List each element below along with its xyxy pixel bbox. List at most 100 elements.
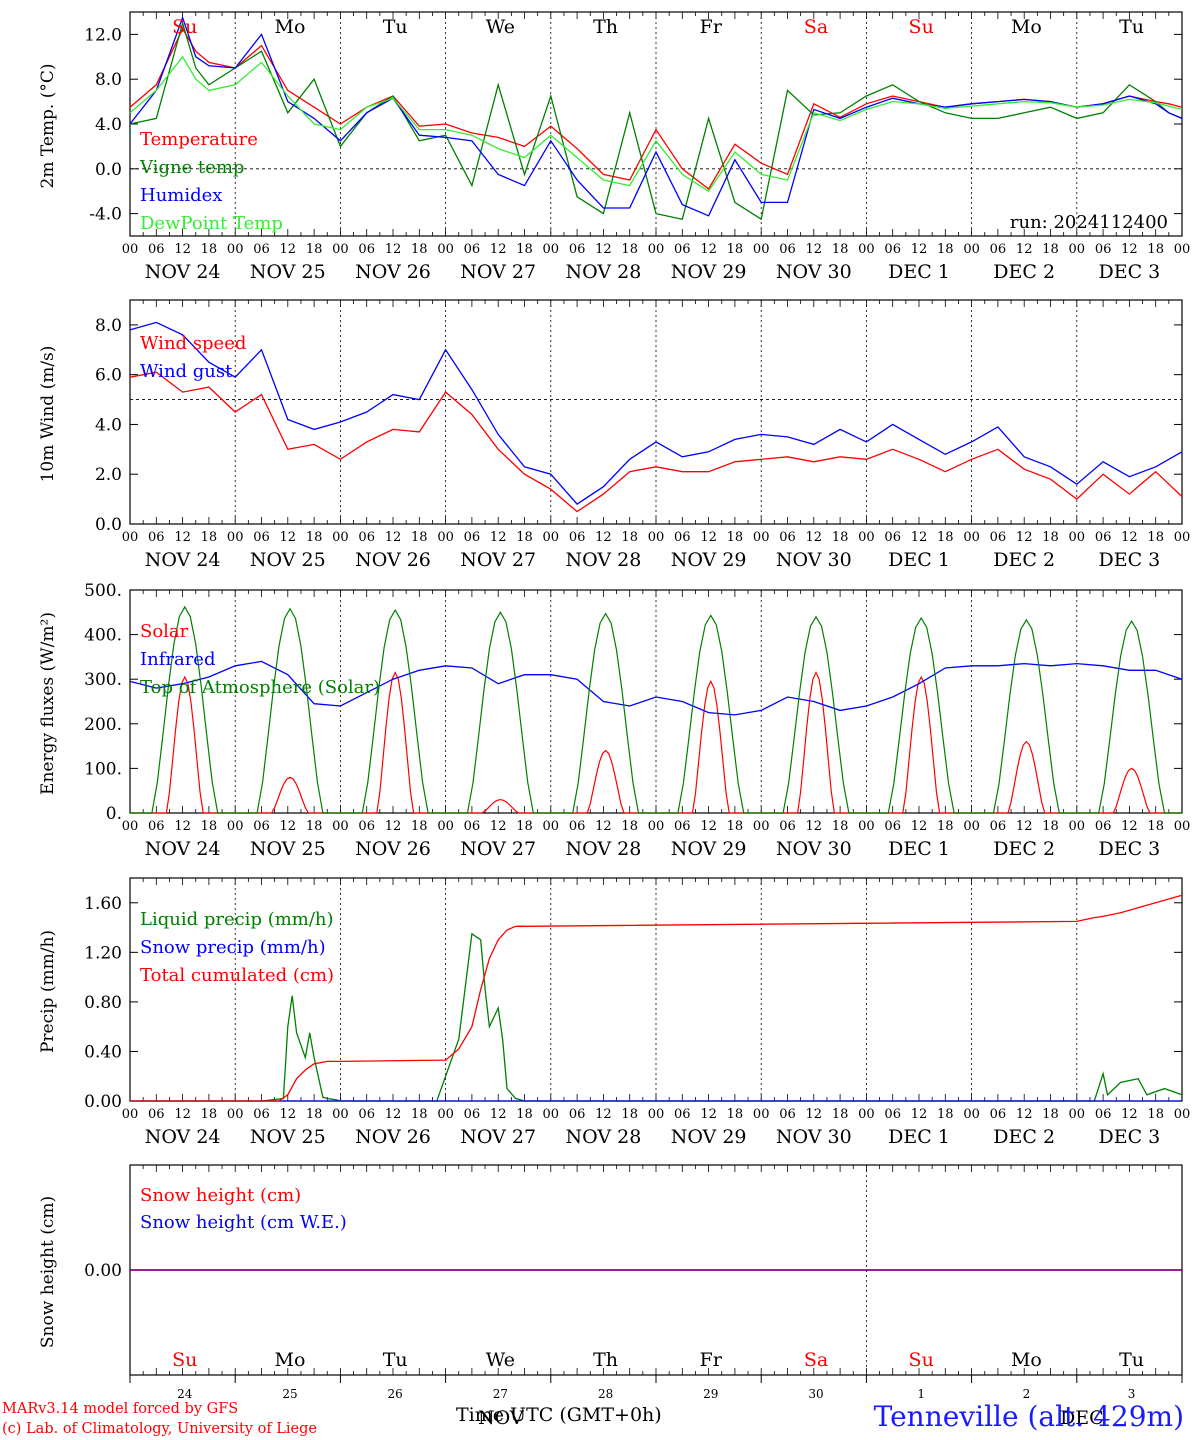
hour-label-0-78: 06 xyxy=(464,242,481,257)
hour-label-1-48: 00 xyxy=(332,530,349,545)
hour-label-3-138: 18 xyxy=(727,1107,744,1122)
legend-entry-2-1: Infrared xyxy=(140,649,215,670)
series-line-1-wind-gust xyxy=(129,321,1183,505)
hour-label-2-156: 12 xyxy=(806,819,823,834)
hour-label-0-150: 06 xyxy=(779,242,796,257)
y-tick-label-1-1: 2.0 xyxy=(95,465,122,485)
series-line-3-liquid-precip-mm-h- xyxy=(130,932,1183,1102)
hour-label-0-126: 06 xyxy=(674,242,691,257)
day-name-bottom-3: We xyxy=(486,1349,515,1371)
hour-label-3-234: 18 xyxy=(1147,1107,1164,1122)
overlap-month-dec: DEC xyxy=(1060,1407,1104,1429)
hour-label-1-198: 06 xyxy=(990,530,1007,545)
hour-label-1-12: 12 xyxy=(174,530,191,545)
hour-label-3-126: 06 xyxy=(674,1107,691,1122)
hour-label-1-186: 18 xyxy=(937,530,954,545)
hour-label-1-0: 00 xyxy=(122,530,139,545)
y-tick-label-3-4: 1.60 xyxy=(84,894,122,914)
date-label-0-1: NOV 25 xyxy=(250,261,326,283)
y-tick-label-3-0: 0.00 xyxy=(84,1092,122,1112)
hour-label-0-102: 06 xyxy=(569,242,586,257)
hour-label-0-216: 00 xyxy=(1069,242,1086,257)
date-label-1-2: NOV 26 xyxy=(355,549,431,571)
y-tick-label-3-1: 0.40 xyxy=(84,1042,122,1062)
date-label-2-8: DEC 2 xyxy=(993,838,1055,860)
hour-label-0-42: 18 xyxy=(306,242,323,257)
hour-label-1-222: 06 xyxy=(1095,530,1112,545)
hour-label-0-96: 00 xyxy=(543,242,560,257)
date-label-1-5: NOV 29 xyxy=(671,549,747,571)
hour-label-2-90: 18 xyxy=(516,819,533,834)
hour-label-2-30: 06 xyxy=(253,819,270,834)
day-number-7: 1 xyxy=(917,1387,925,1401)
hour-label-2-54: 06 xyxy=(358,819,375,834)
day-name-bottom-9: Tu xyxy=(1119,1349,1144,1371)
hour-label-1-180: 12 xyxy=(911,530,928,545)
y-axis-label-2: Energy fluxes (W/m²) xyxy=(38,612,58,795)
series-line-2-infrared xyxy=(129,660,1183,716)
date-label-1-1: NOV 25 xyxy=(250,549,326,571)
day-name-top-8: Mo xyxy=(1011,16,1042,38)
hour-label-1-192: 00 xyxy=(963,530,980,545)
hour-label-0-192: 00 xyxy=(963,242,980,257)
day-name-top-9: Tu xyxy=(1119,16,1144,38)
hour-label-2-240: 00 xyxy=(1174,819,1191,834)
legend-entry-0-0: Temperature xyxy=(140,129,258,150)
day-name-top-7: Su xyxy=(909,16,934,38)
hour-label-0-90: 18 xyxy=(516,242,533,257)
hour-label-0-240: 00 xyxy=(1174,242,1191,257)
y-tick-label-2-4: 400. xyxy=(84,626,122,646)
hour-label-3-156: 12 xyxy=(806,1107,823,1122)
hour-label-0-18: 18 xyxy=(201,242,218,257)
hour-label-3-12: 12 xyxy=(174,1107,191,1122)
hour-label-2-150: 06 xyxy=(779,819,796,834)
y-tick-label-2-5: 500. xyxy=(84,581,122,601)
legend-entry-0-3: DewPoint Temp xyxy=(140,213,283,234)
hour-label-2-96: 00 xyxy=(543,819,560,834)
hour-label-0-114: 18 xyxy=(621,242,638,257)
hour-label-1-18: 18 xyxy=(201,530,218,545)
hour-label-0-186: 18 xyxy=(937,242,954,257)
day-number-8: 2 xyxy=(1023,1387,1031,1401)
hour-label-3-186: 18 xyxy=(937,1107,954,1122)
hour-label-2-84: 12 xyxy=(490,819,507,834)
hour-label-0-138: 18 xyxy=(727,242,744,257)
hour-label-3-6: 06 xyxy=(148,1107,165,1122)
hour-label-1-66: 18 xyxy=(411,530,428,545)
y-tick-label-0-3: 8.0 xyxy=(95,70,122,90)
hour-label-2-186: 18 xyxy=(937,819,954,834)
hour-label-2-6: 06 xyxy=(148,819,165,834)
day-number-3: 27 xyxy=(493,1387,508,1401)
date-label-1-4: NOV 28 xyxy=(565,549,641,571)
hour-label-2-216: 00 xyxy=(1069,819,1086,834)
hour-label-2-192: 00 xyxy=(963,819,980,834)
day-number-9: 3 xyxy=(1128,1387,1136,1401)
day-number-2: 26 xyxy=(388,1387,403,1401)
time-axis-label: Time UTC (GMT+0h) xyxy=(456,1404,662,1426)
date-label-0-2: NOV 26 xyxy=(355,261,431,283)
legend-entry-0-2: Humidex xyxy=(140,185,222,206)
hour-label-3-150: 06 xyxy=(779,1107,796,1122)
hour-label-1-108: 12 xyxy=(595,530,612,545)
day-name-top-3: We xyxy=(486,16,515,38)
day-number-1: 25 xyxy=(282,1387,297,1401)
day-name-top-1: Mo xyxy=(275,16,306,38)
hour-label-2-132: 12 xyxy=(700,819,717,834)
hour-label-0-108: 12 xyxy=(595,242,612,257)
hour-label-3-240: 00 xyxy=(1174,1107,1191,1122)
date-label-1-6: NOV 30 xyxy=(776,549,852,571)
day-name-top-4: Th xyxy=(593,16,618,38)
series-line-0-dewpoint-temp xyxy=(129,55,1183,193)
y-tick-label-2-3: 300. xyxy=(84,670,122,690)
hour-label-3-180: 12 xyxy=(911,1107,928,1122)
hour-label-3-96: 00 xyxy=(543,1107,560,1122)
y-tick-label-0-0: -4.0 xyxy=(89,205,122,225)
day-name-bottom-0: Su xyxy=(172,1349,197,1371)
hour-label-2-36: 12 xyxy=(280,819,297,834)
day-number-4: 28 xyxy=(598,1387,613,1401)
date-label-2-6: NOV 30 xyxy=(776,838,852,860)
series-line-1-wind-speed xyxy=(129,371,1183,513)
hour-label-2-204: 12 xyxy=(1016,819,1033,834)
day-name-top-5: Fr xyxy=(700,16,723,38)
hour-label-0-234: 18 xyxy=(1147,242,1164,257)
